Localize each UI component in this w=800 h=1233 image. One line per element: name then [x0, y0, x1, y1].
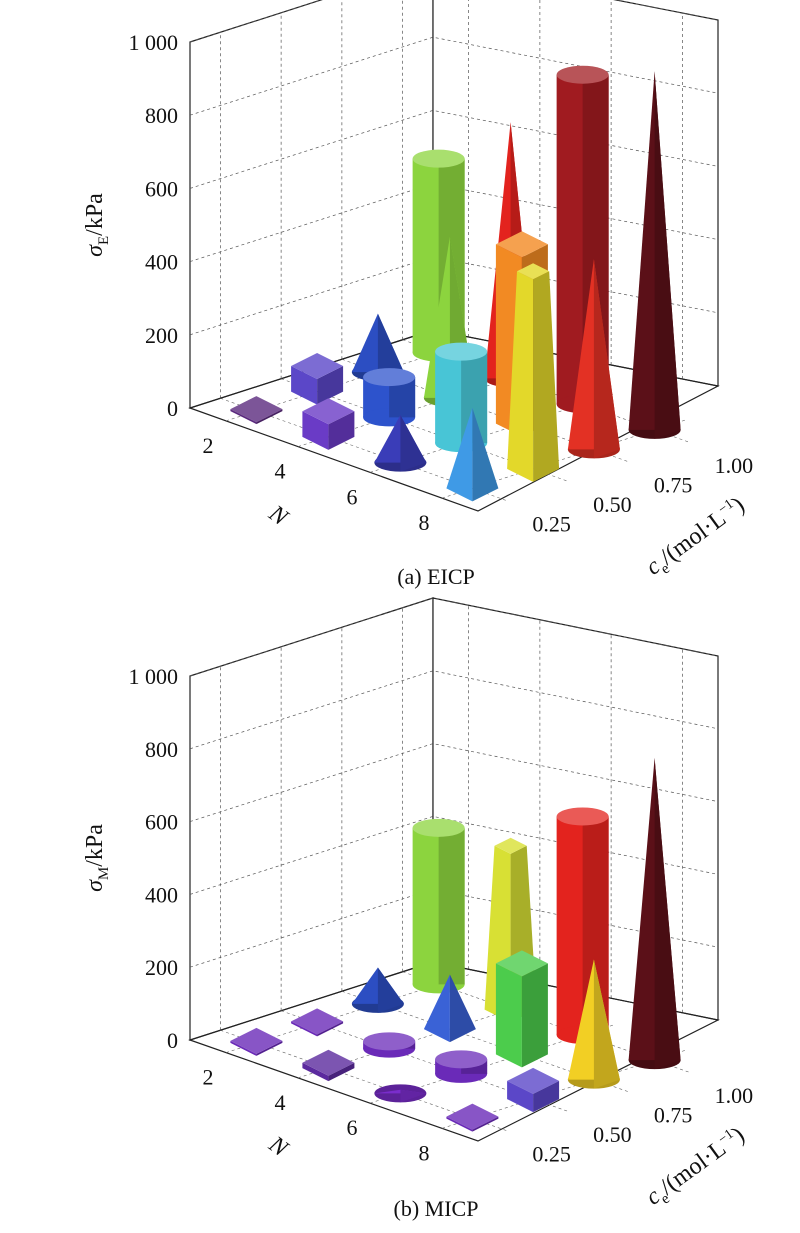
bar-cone: [628, 758, 681, 1070]
bar-square: [291, 1008, 344, 1037]
c-tick-label: 0.50: [593, 492, 632, 517]
z-gridline: [189, 110, 719, 189]
floor: [188, 329, 720, 512]
z-gridline: [189, 183, 719, 262]
bar-cylinder: [363, 1032, 416, 1058]
c-tick-label: 0.75: [654, 472, 693, 497]
bar-square: [302, 398, 355, 450]
z-tick-label: 400: [145, 882, 178, 907]
bar-box: [495, 950, 548, 1068]
bar-square: [230, 1027, 283, 1056]
left-back-wall: [189, 0, 434, 409]
bar-pyramid: [423, 974, 476, 1043]
n-axis-label: N: [263, 500, 294, 532]
z-tick-label: 400: [145, 250, 178, 275]
c-tick-label: 0.25: [532, 511, 571, 536]
n-tick-label: 2: [203, 1065, 214, 1090]
n-tick-label: 6: [347, 484, 358, 509]
bar-cone: [567, 259, 620, 459]
bar-cone: [374, 1084, 427, 1103]
z-axis-label: σM/kPa: [82, 824, 112, 892]
bar-box: [507, 1067, 560, 1113]
z-gridline: [189, 670, 719, 750]
c-tick-label: 1.00: [715, 453, 754, 478]
n-tick-label: 4: [275, 1090, 286, 1115]
bar-square: [302, 1049, 355, 1082]
c-axis-label: ce/(mol·L−1): [641, 492, 752, 584]
z-tick-label: 1 000: [129, 30, 179, 55]
z-tick-label: 800: [145, 737, 178, 762]
c-tick-label: 0.50: [593, 1122, 632, 1147]
z-gridline: [189, 0, 719, 43]
n-axis-label: N: [263, 1131, 294, 1163]
c-tick-label: 0.75: [654, 1102, 693, 1127]
n-tick-label: 8: [419, 510, 430, 535]
bar-cylinder: [435, 1050, 488, 1083]
z-tick-label: 200: [145, 323, 178, 348]
n-tick-label: 4: [275, 459, 286, 484]
bar-cone: [374, 415, 427, 472]
bar-cylinder: [412, 818, 465, 994]
bar-cylinder: [363, 368, 416, 427]
z-axis-label: σE/kPa: [82, 193, 112, 257]
z-tick-label: 800: [145, 103, 178, 128]
bar-cone: [351, 967, 404, 1013]
n-tick-label: 8: [419, 1140, 430, 1165]
n-tick-label: 2: [203, 433, 214, 458]
c-tick-label: 1.00: [715, 1083, 754, 1108]
bar-hex: [291, 353, 344, 405]
z-gridline: [189, 888, 719, 968]
z-gridline: [189, 597, 719, 677]
z-gridline: [189, 256, 719, 336]
z-gridline: [189, 36, 719, 116]
c-tick-label: 0.25: [532, 1141, 571, 1166]
bar-square: [230, 396, 283, 425]
bars: [230, 65, 681, 502]
bar-pyramid: [446, 407, 499, 502]
n-tick-label: 6: [347, 1115, 358, 1140]
bar-frustum: [507, 263, 560, 482]
bar-cone: [628, 71, 681, 439]
z-tick-label: 600: [145, 176, 178, 201]
c-axis-label: ce/(mol·L−1): [641, 1122, 752, 1214]
bar-square: [446, 1103, 499, 1132]
z-tick-label: 200: [145, 955, 178, 980]
floor: [188, 961, 720, 1142]
bar-cone: [567, 959, 620, 1089]
bars: [230, 758, 681, 1132]
z-gridline: [189, 816, 719, 895]
z-tick-label: 1 000: [129, 664, 179, 689]
z-tick-label: 600: [145, 810, 178, 835]
panel-caption: (b) MICP: [394, 1196, 479, 1221]
panel-caption: (a) EICP: [397, 564, 475, 589]
z-gridline: [189, 743, 719, 822]
z-tick-label: 0: [167, 1028, 178, 1053]
chart-panel-micp: 0 200 400 600 800 1 000 2 4 6 8 0.25 0.50 0.75 1.00 σM…: [82, 597, 754, 1221]
z-tick-label: 0: [167, 396, 178, 421]
chart-panel-eicp: 0 200 400 600 800 1 000 2 4 6 8 0.25 0.50 0.75 1.00 σE…: [82, 0, 753, 589]
